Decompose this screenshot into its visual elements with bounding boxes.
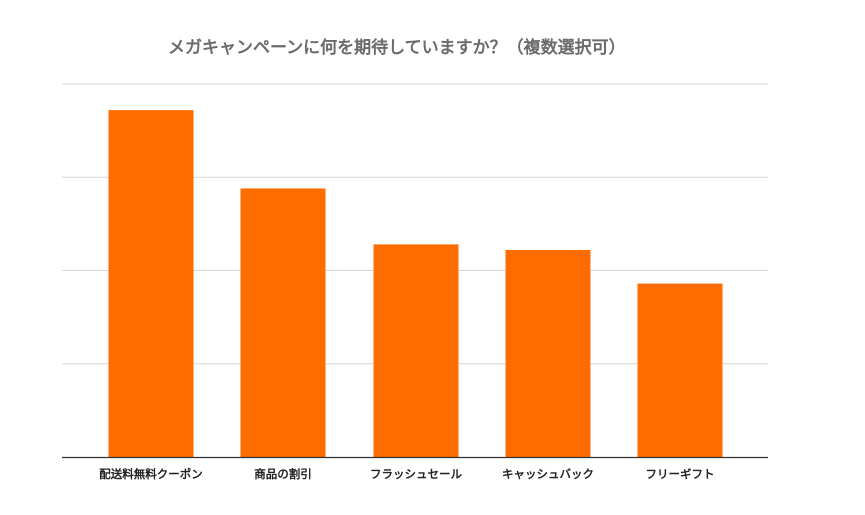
bar: [373, 244, 459, 457]
bar: [108, 110, 194, 458]
bar: [637, 283, 723, 457]
bar: [505, 249, 591, 457]
bar: [240, 188, 326, 457]
x-tick-label: キャッシュバック: [502, 467, 594, 481]
x-tick-labels: 配送料無料クーポン 商品の割引 フラッシュセール キャッシュバック フリーギフト: [99, 467, 714, 481]
bars: [108, 110, 723, 458]
chart-title: メガキャンペーンに何を期待していますか？（複数選択可）: [168, 37, 626, 58]
x-tick-label: 配送料無料クーポン: [99, 467, 203, 481]
x-tick-label: 商品の割引: [254, 467, 312, 481]
x-tick-label: フラッシュセール: [370, 467, 462, 481]
x-tick-label: フリーギフト: [646, 467, 715, 481]
